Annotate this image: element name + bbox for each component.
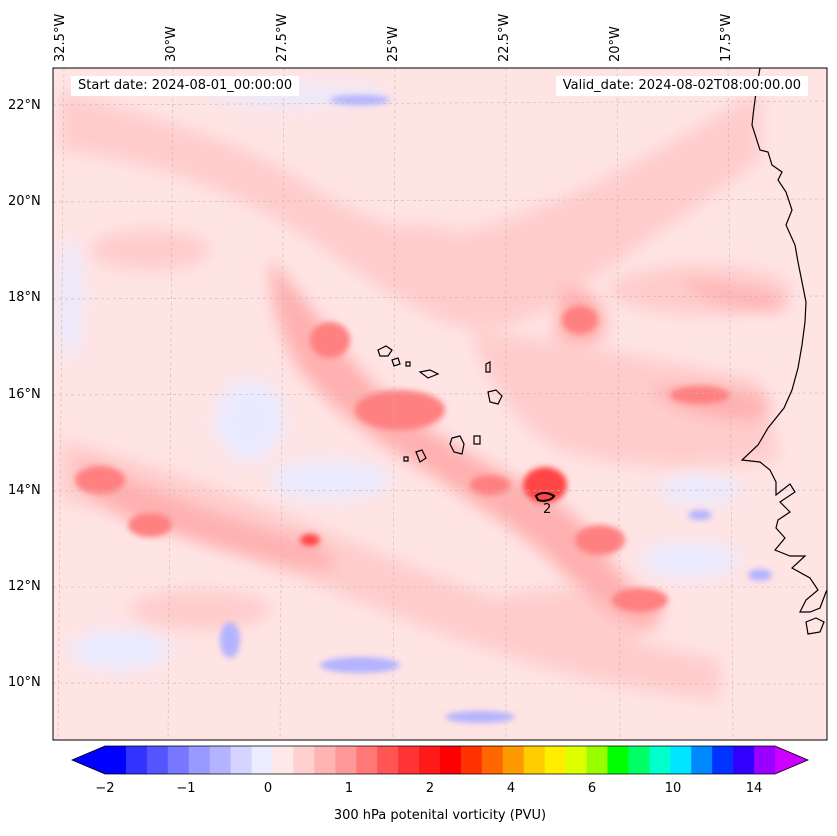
pv-max	[300, 467, 567, 546]
colorbar-tick-label: 10	[664, 781, 682, 796]
colorbar-cell	[188, 746, 211, 774]
start-date-label: Start date: 2024-08-01_00:00:00	[71, 76, 300, 96]
colorbar-cell	[251, 746, 273, 774]
colorbar-tick-label: 0	[263, 781, 273, 796]
colorbar-cells	[105, 746, 776, 774]
pv-blue-minima	[220, 95, 772, 723]
colorbar-over-arrow	[775, 746, 808, 774]
colorbar-cell	[293, 746, 315, 774]
lat-label-16n: 16°N	[8, 387, 41, 402]
pv-blue-light	[58, 85, 740, 670]
colorbar-title: 300 hPa potenital vorticity (PVU)	[333, 808, 547, 823]
lat-label-14n: 14°N	[8, 483, 41, 498]
lat-label-22n: 22°N	[8, 98, 41, 113]
colorbar-cell	[398, 746, 420, 774]
colorbar-cell	[712, 746, 734, 774]
colorbar-cell	[125, 746, 148, 774]
colorbar-cell	[167, 746, 190, 774]
lon-label-20w: 20°W	[608, 26, 623, 62]
colorbar-cell	[670, 746, 692, 774]
pv-field	[53, 68, 827, 740]
contour-label: 2	[543, 502, 551, 517]
coastlines	[377, 67, 828, 635]
colorbar-cell	[733, 746, 755, 774]
pv-light-regions	[60, 90, 790, 700]
colorbar-cell	[314, 746, 336, 774]
graticule	[52, 67, 828, 741]
lon-label-17.5w: 17.5°W	[719, 13, 734, 62]
colorbar-cell	[460, 746, 483, 774]
map-frame	[52, 67, 828, 741]
valid-date-label: Valid_date: 2024-08-02T08:00:00.00	[555, 76, 808, 96]
lat-label-10n: 10°N	[8, 675, 41, 690]
colorbar-cell	[607, 746, 629, 774]
colorbar-cell	[105, 746, 127, 774]
lon-label-32.5w: 32.5°W	[53, 13, 68, 62]
colorbar-cell	[481, 746, 504, 774]
colorbar-cell	[209, 746, 232, 774]
colorbar-cell	[649, 746, 671, 774]
colorbar-cell	[544, 746, 567, 774]
colorbar-cell	[586, 746, 608, 774]
colorbar	[70, 745, 810, 775]
colorbar-cell	[377, 746, 399, 774]
colorbar-cell	[523, 746, 546, 774]
colorbar-cell	[754, 746, 776, 774]
colorbar-cell	[272, 746, 294, 774]
colorbar-tick-label: 4	[506, 781, 516, 796]
colorbar-under-arrow	[72, 746, 105, 774]
colorbar-cell	[335, 746, 357, 774]
colorbar-cell	[691, 746, 713, 774]
pv-cores	[75, 306, 730, 612]
colorbar-cell	[565, 746, 588, 774]
lon-label-25w: 25°W	[386, 26, 401, 62]
lat-label-20n: 20°N	[8, 194, 41, 209]
colorbar-cell	[440, 746, 462, 774]
colorbar-tick-label: 1	[344, 781, 354, 796]
colorbar-tick-label: −2	[95, 781, 115, 796]
pv-2-contour	[534, 492, 556, 502]
lon-label-22.5w: 22.5°W	[497, 13, 512, 62]
colorbar-tick-label: −1	[176, 781, 196, 796]
colorbar-outline	[70, 745, 810, 775]
colorbar-cell	[146, 746, 169, 774]
lon-label-30w: 30°W	[164, 26, 179, 62]
colorbar-tick-label: 2	[425, 781, 435, 796]
lat-label-18n: 18°N	[8, 290, 41, 305]
colorbar-cell	[356, 746, 378, 774]
colorbar-cell	[230, 746, 253, 774]
colorbar-cell	[419, 746, 441, 774]
lon-label-27.5w: 27.5°W	[275, 13, 290, 62]
lat-label-12n: 12°N	[8, 579, 41, 594]
colorbar-tick-label: 14	[745, 781, 763, 796]
colorbar-cell	[628, 746, 650, 774]
colorbar-cell	[502, 746, 525, 774]
colorbar-tick-label: 6	[587, 781, 597, 796]
